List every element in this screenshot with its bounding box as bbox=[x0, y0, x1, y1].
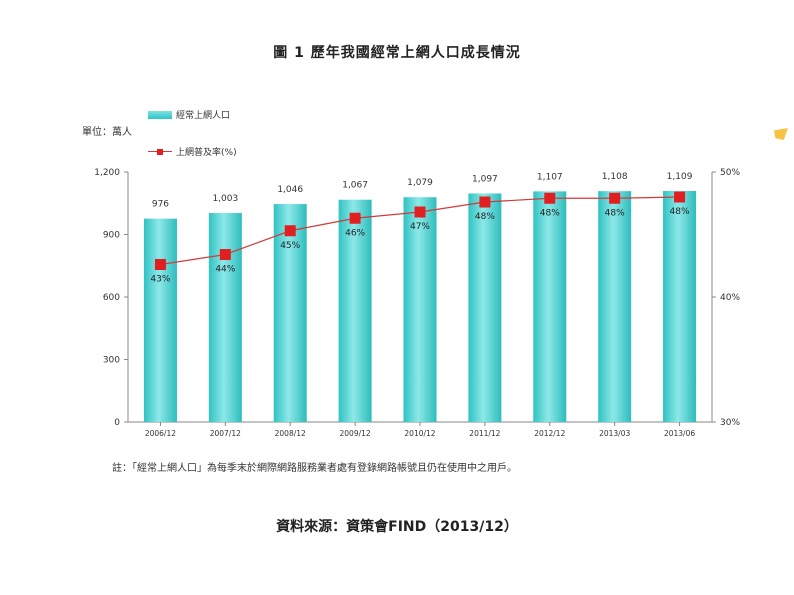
bar-value-label: 1,107 bbox=[537, 172, 563, 182]
penetration-label: 48% bbox=[605, 208, 625, 218]
bar-value-label: 1,108 bbox=[602, 172, 628, 182]
x-tick-label: 2012/12 bbox=[534, 429, 565, 438]
bar-value-label: 1,079 bbox=[407, 178, 433, 188]
y-tick-label: 300 bbox=[103, 356, 120, 366]
source-note: 資料來源：資策會FIND（2013/12） bbox=[276, 519, 518, 535]
bar bbox=[403, 197, 437, 422]
x-tick-label: 2010/12 bbox=[404, 429, 435, 438]
y-tick-label: 0 bbox=[114, 418, 120, 428]
bar-value-label: 1,067 bbox=[342, 181, 368, 191]
x-tick-label: 2006/12 bbox=[145, 429, 176, 438]
bar bbox=[663, 190, 697, 422]
bar bbox=[338, 199, 372, 422]
penetration-marker bbox=[674, 191, 686, 203]
penetration-label: 45% bbox=[280, 241, 300, 251]
legend-bar-swatch bbox=[148, 110, 172, 119]
y-tick-label: 900 bbox=[103, 231, 120, 241]
x-tick-label: 2013/06 bbox=[664, 429, 695, 438]
penetration-label: 43% bbox=[150, 275, 170, 285]
y-tick-label: 1,200 bbox=[94, 168, 120, 178]
legend-line-entry: 上網普及率(%) bbox=[148, 145, 237, 158]
penetration-marker bbox=[544, 192, 556, 204]
x-tick-label: 2013/03 bbox=[599, 429, 630, 438]
penetration-label: 47% bbox=[410, 222, 430, 232]
legend-line-label: 上網普及率(%) bbox=[176, 148, 237, 158]
bar-value-label: 1,003 bbox=[212, 194, 238, 204]
penetration-label: 44% bbox=[215, 265, 235, 275]
unit-label: 單位：萬人 bbox=[82, 127, 132, 138]
bar bbox=[598, 191, 632, 422]
bar bbox=[273, 204, 307, 422]
y-tick-label: 600 bbox=[103, 293, 120, 303]
note-marker-icon bbox=[774, 128, 788, 140]
bar-value-label: 1,046 bbox=[277, 185, 303, 195]
legend-line-swatch bbox=[148, 148, 172, 156]
bar bbox=[208, 213, 242, 422]
penetration-marker bbox=[479, 196, 491, 208]
x-tick-label: 2007/12 bbox=[210, 429, 241, 438]
penetration-label: 48% bbox=[540, 208, 560, 218]
penetration-marker bbox=[284, 225, 296, 237]
y2-tick-label: 30% bbox=[720, 418, 740, 428]
y2-tick-label: 50% bbox=[720, 168, 740, 178]
penetration-marker bbox=[219, 249, 231, 260]
bar-value-label: 1,109 bbox=[667, 172, 693, 182]
legend-bar-entry: 經常上網人口 bbox=[148, 108, 230, 121]
bar-value-label: 976 bbox=[152, 200, 169, 210]
penetration-label: 46% bbox=[345, 228, 365, 238]
x-tick-label: 2011/12 bbox=[469, 429, 500, 438]
penetration-marker bbox=[609, 192, 621, 204]
bar bbox=[533, 191, 567, 422]
penetration-marker bbox=[414, 206, 426, 218]
y2-tick-label: 40% bbox=[720, 293, 740, 303]
bar bbox=[468, 193, 502, 422]
footnote: 註：「經常上網人口」為每季末於網際網路服務業者處有登錄網路帳號且仍在使用中之用戶… bbox=[112, 463, 517, 474]
chart-canvas: 0 300 600 900 1,200 30% 40% 50% 976 2006/12 1,003 2… bbox=[94, 168, 740, 438]
penetration-label: 48% bbox=[475, 212, 495, 222]
x-tick-label: 2008/12 bbox=[275, 429, 306, 438]
penetration-marker bbox=[154, 259, 166, 270]
bar-value-label: 1,097 bbox=[472, 174, 498, 184]
bar bbox=[143, 218, 177, 422]
penetration-marker bbox=[349, 212, 361, 224]
x-tick-label: 2009/12 bbox=[340, 429, 371, 438]
chart-title: 圖 1 歷年我國經常上網人口成長情況 bbox=[273, 45, 521, 61]
penetration-label: 48% bbox=[670, 207, 690, 217]
legend-bar-label: 經常上網人口 bbox=[176, 111, 231, 121]
